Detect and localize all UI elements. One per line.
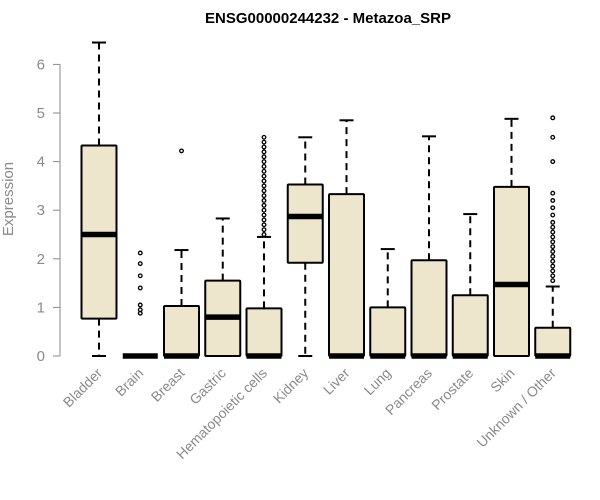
box-body	[163, 304, 200, 357]
outlier-point	[261, 178, 267, 184]
box-body	[369, 306, 407, 357]
outlier-point	[261, 134, 267, 140]
outlier-point	[261, 207, 267, 213]
y-tick-label: 3	[37, 202, 45, 219]
outlier-point	[261, 222, 267, 228]
x-tick-label: Brain	[112, 365, 146, 399]
outlier-point	[261, 164, 267, 169]
outlier-point	[261, 173, 267, 179]
box-brain	[122, 250, 158, 359]
outlier-point	[550, 205, 556, 211]
outlier-point	[550, 198, 556, 203]
outlier-point	[137, 273, 143, 279]
box-prostate	[451, 213, 489, 359]
box-bladder	[80, 41, 118, 357]
y-tick-label: 5	[37, 105, 45, 122]
box-body	[493, 185, 530, 357]
box-gastric	[204, 217, 242, 358]
outlier-point	[261, 198, 267, 203]
x-tick-label: Kidney	[270, 365, 312, 407]
boxes-layer	[80, 41, 572, 359]
outlier-point	[137, 310, 143, 316]
outlier-point	[261, 144, 267, 150]
outlier-point	[179, 148, 184, 154]
outlier-point	[261, 139, 267, 145]
outlier-point	[550, 234, 556, 240]
x-tick-label: Lung	[361, 365, 394, 398]
outlier-point	[137, 250, 143, 256]
box-kidney	[286, 136, 324, 357]
outlier-point	[261, 212, 267, 218]
x-tick-label: Prostate	[428, 365, 476, 413]
outlier-point	[550, 263, 556, 269]
outlier-point	[550, 190, 556, 196]
outlier-point	[550, 212, 556, 218]
box-body	[534, 326, 572, 358]
box-body	[286, 183, 324, 264]
box-lung	[369, 248, 407, 359]
outlier-point	[550, 249, 556, 254]
outlier-point	[261, 149, 267, 155]
outlier-point	[550, 159, 556, 165]
box-skin	[493, 117, 530, 357]
y-axis: 0 1 2 3 4 5 6	[37, 56, 61, 365]
outlier-point	[550, 229, 556, 235]
box-body	[245, 307, 283, 358]
outlier-point	[261, 227, 267, 233]
outlier-point	[550, 115, 556, 121]
outlier-point	[550, 253, 556, 259]
outlier-point	[137, 302, 143, 308]
outlier-point	[550, 273, 556, 279]
outlier-point	[261, 154, 267, 160]
box-breast	[163, 148, 200, 359]
outlier-point	[550, 258, 556, 264]
outlier-point	[550, 244, 556, 250]
y-tick-label: 2	[37, 251, 45, 268]
box-pancreas	[410, 135, 448, 359]
y-tick-label: 4	[37, 154, 45, 171]
outlier-point	[550, 278, 556, 284]
y-axis-label: Expression	[0, 162, 17, 236]
box-unknown-other	[534, 115, 572, 359]
outlier-point	[261, 159, 267, 165]
outlier-point	[550, 134, 556, 140]
outlier-point	[550, 224, 556, 230]
outlier-point	[261, 202, 267, 208]
box-body	[410, 259, 448, 357]
outlier-point	[550, 239, 556, 245]
y-tick-label: 6	[37, 56, 45, 73]
outlier-point	[550, 268, 556, 274]
outlier-point	[137, 261, 143, 267]
x-tick-label: Breast	[148, 365, 188, 405]
y-tick-label: 0	[37, 348, 45, 365]
x-tick-label: Liver	[320, 365, 353, 398]
outlier-point	[261, 232, 267, 237]
outlier-point	[261, 183, 267, 189]
x-tick-label: Bladder	[60, 365, 106, 411]
x-tick-label: Skin	[487, 365, 518, 396]
box-body	[328, 193, 365, 357]
chart-title: ENSG00000244232 - Metazoa_SRP	[205, 10, 451, 27]
y-tick-label: 1	[37, 299, 45, 316]
outlier-point	[261, 168, 267, 174]
box-body	[451, 294, 489, 357]
outlier-point	[137, 285, 143, 291]
outlier-point	[261, 217, 267, 223]
outlier-point	[550, 219, 556, 225]
box-hematopoietic-cells	[245, 134, 283, 359]
outlier-point	[261, 193, 267, 199]
box-liver	[328, 119, 365, 359]
outlier-point	[261, 188, 267, 194]
